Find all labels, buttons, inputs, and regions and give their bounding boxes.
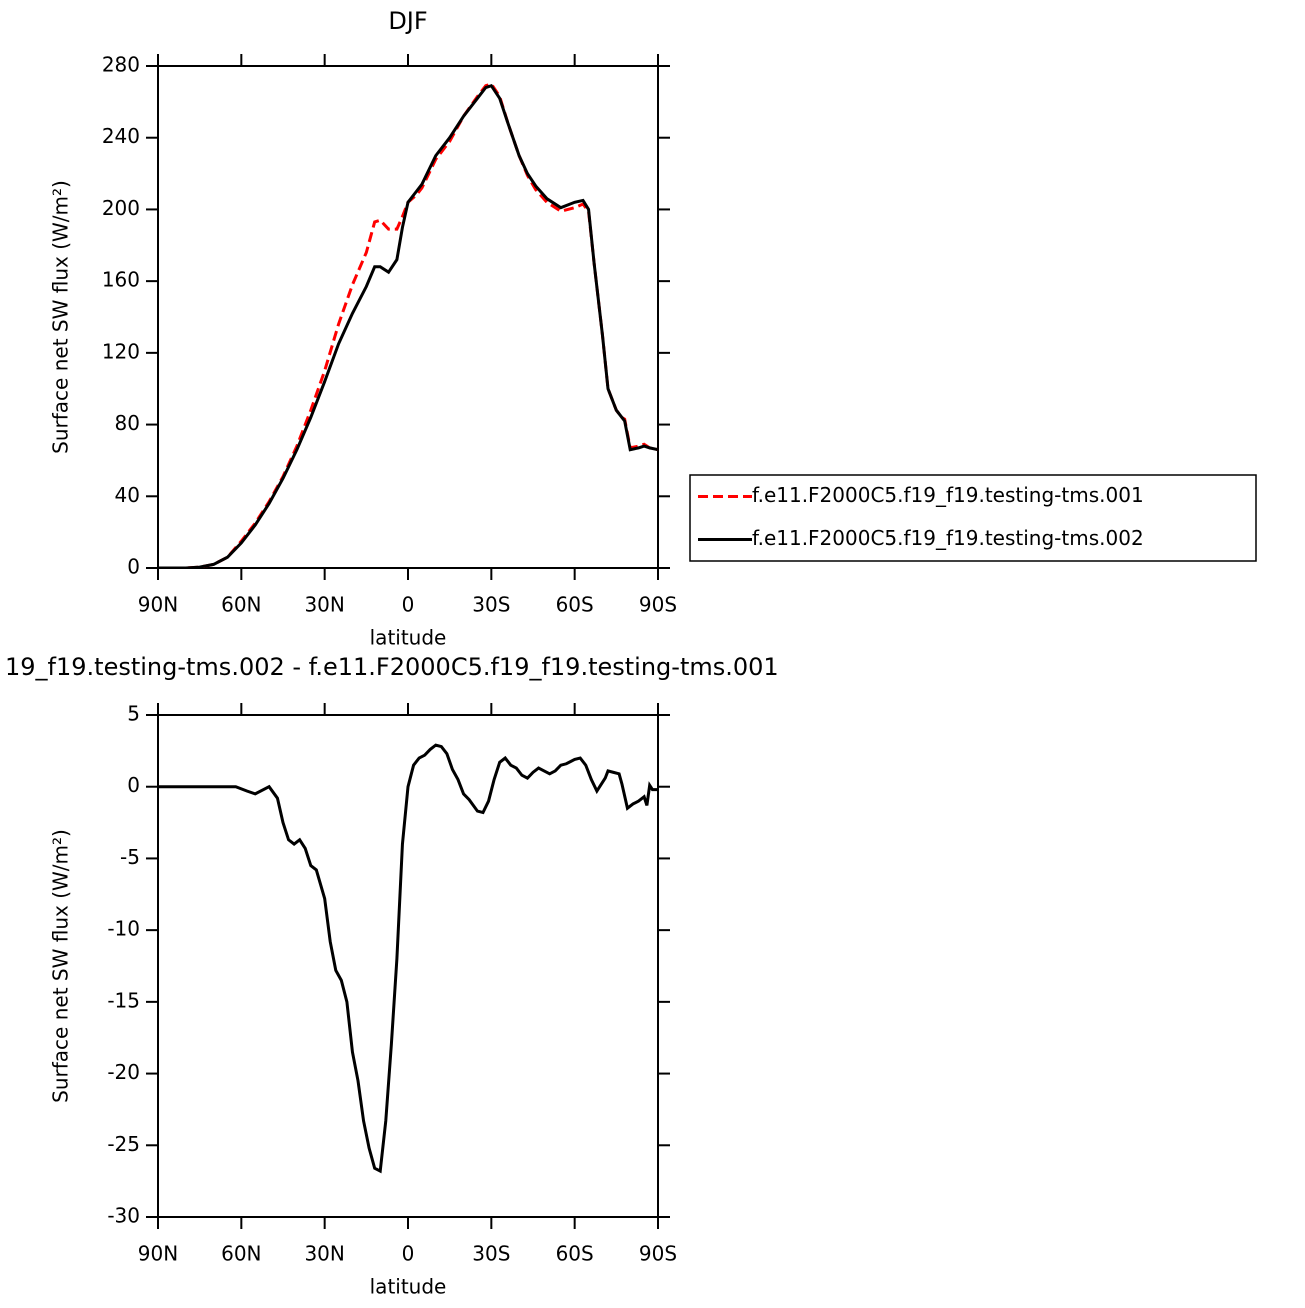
legend-box <box>689 474 1257 562</box>
legend-label: f.e11.F2000C5.f19_f19.testing-tms.002 <box>752 526 1144 550</box>
legend-label: f.e11.F2000C5.f19_f19.testing-tms.001 <box>752 483 1144 507</box>
y-tick-label: 80 <box>115 411 140 435</box>
x-axis-label: latitude <box>370 1275 447 1299</box>
y-tick-label: 0 <box>127 773 140 797</box>
x-tick-label: 0 <box>402 1242 415 1266</box>
y-tick-label: -5 <box>120 845 140 869</box>
plot-frame <box>157 65 659 569</box>
y-tick-label: 5 <box>127 702 140 726</box>
x-tick-label: 30N <box>304 1242 344 1266</box>
y-axis-label: Surface net SW flux (W/m²) <box>49 180 73 454</box>
y-tick-label: -20 <box>107 1060 140 1084</box>
chart-title: 19_f19.testing-tms.002 - f.e11.F2000C5.f… <box>5 653 779 681</box>
x-tick-label: 60S <box>556 593 594 617</box>
y-tick-label: -10 <box>107 917 140 941</box>
data-line <box>158 743 658 1174</box>
x-tick-label: 60N <box>221 1242 261 1266</box>
y-tick-label: 200 <box>102 196 140 220</box>
y-tick-label: -25 <box>107 1132 140 1156</box>
y-tick-label: -30 <box>107 1204 140 1228</box>
x-tick-label: 90N <box>138 1242 178 1266</box>
y-axis-label: Surface net SW flux (W/m²) <box>49 829 73 1103</box>
x-tick-label: 90N <box>138 593 178 617</box>
x-tick-label: 90S <box>639 593 677 617</box>
x-tick-label: 60N <box>221 593 261 617</box>
y-tick-label: 280 <box>102 53 140 77</box>
data-line <box>158 82 658 568</box>
x-tick-label: 30S <box>472 593 510 617</box>
x-tick-label: 0 <box>402 593 415 617</box>
x-tick-label: 30S <box>472 1242 510 1266</box>
x-tick-label: 60S <box>556 1242 594 1266</box>
y-tick-label: 40 <box>115 483 140 507</box>
y-tick-label: 120 <box>102 339 140 363</box>
y-tick-label: 160 <box>102 268 140 292</box>
data-line <box>158 83 658 568</box>
x-tick-label: 30N <box>304 593 344 617</box>
x-axis-label: latitude <box>370 626 447 650</box>
chart-title: DJF <box>388 7 427 35</box>
y-tick-label: -15 <box>107 988 140 1012</box>
y-tick-label: 240 <box>102 124 140 148</box>
x-tick-label: 90S <box>639 1242 677 1266</box>
y-tick-label: 0 <box>127 555 140 579</box>
